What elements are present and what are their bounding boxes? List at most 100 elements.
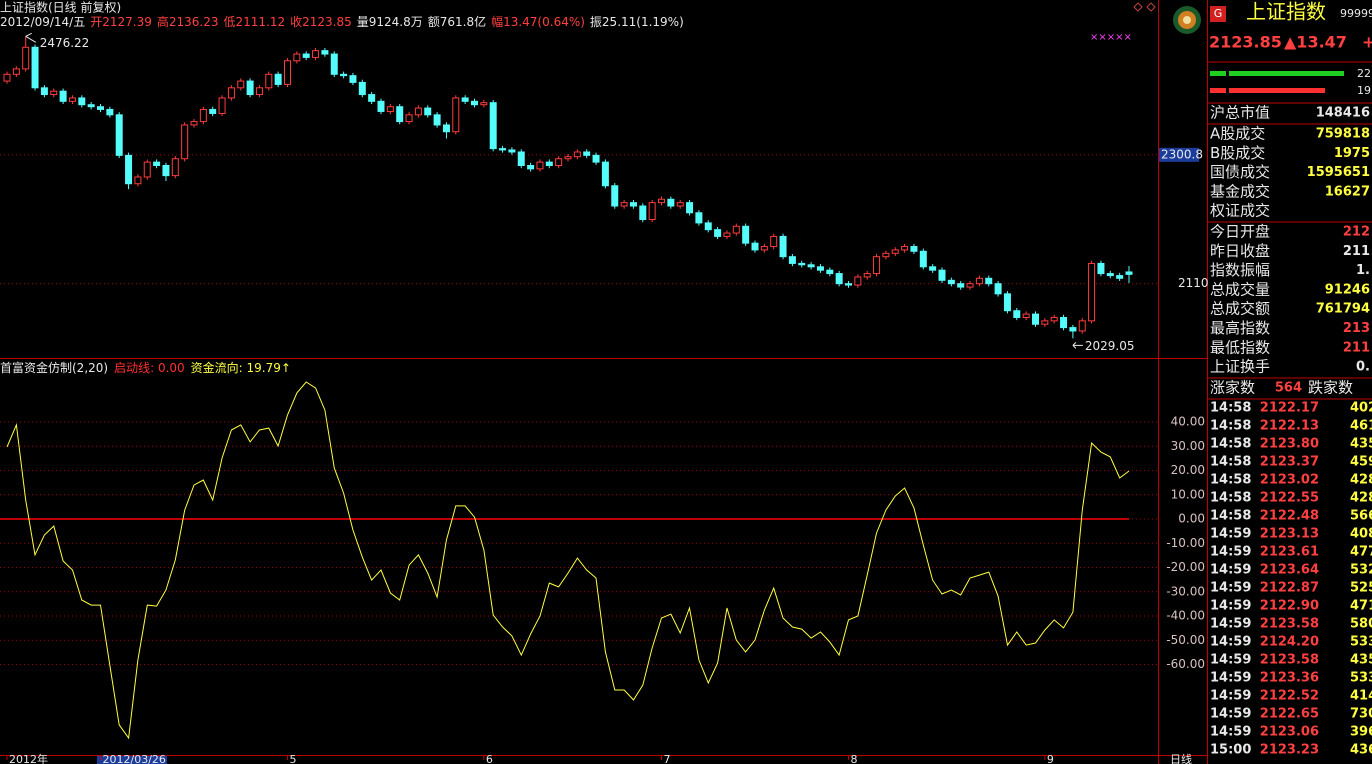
candle-body: [545, 161, 553, 166]
stat-label: 指数振幅: [1210, 261, 1270, 279]
stat-label: 基金成交: [1210, 182, 1270, 200]
y-tick-label: 2110: [1178, 276, 1209, 290]
candle-body: [499, 148, 507, 151]
change: ▲13.47: [1284, 33, 1347, 52]
candle-body: [209, 108, 217, 114]
trade-time: 14:58: [1210, 401, 1251, 416]
candle-body: [386, 106, 394, 112]
candle-body: [255, 87, 263, 96]
candle-body: [863, 273, 871, 278]
window-icons[interactable]: [1133, 2, 1156, 12]
candle-body: [405, 114, 413, 123]
stat-label: A股成交: [1210, 125, 1265, 143]
candle-body: [966, 283, 974, 288]
trade-volume: 414: [1350, 689, 1372, 704]
candle-body: [424, 107, 432, 116]
candle-body: [59, 90, 67, 102]
candle-body: [555, 158, 563, 166]
candle-body: [667, 198, 675, 207]
candle-body: [854, 276, 862, 286]
candle-body: [947, 279, 955, 285]
high-label: 2476.22: [40, 36, 90, 50]
candle-body: [1022, 313, 1030, 318]
candle-body: [873, 256, 881, 275]
candle-body: [938, 269, 946, 281]
candle-body: [3, 73, 11, 82]
trade-price: 2123.02: [1260, 473, 1319, 488]
volume-bar: [1229, 71, 1344, 76]
candle-body: [816, 266, 824, 271]
candle-body: [676, 202, 684, 207]
bar-label: 19: [1357, 84, 1371, 97]
x-tick-label: 2012年: [9, 752, 48, 764]
candle-body: [723, 232, 731, 237]
candle-body: [181, 124, 189, 160]
candle-body: [489, 102, 497, 150]
candle-body: [433, 114, 441, 126]
candle-body: [686, 202, 694, 214]
candle-body: [358, 81, 366, 96]
y-tick-label: -20.00: [1166, 560, 1205, 574]
candle-body: [564, 156, 572, 160]
candle-body: [1116, 275, 1124, 279]
quote-field: 振25.11(1.19%): [590, 15, 684, 29]
candle-body: [1088, 262, 1096, 322]
trade-volume: 533: [1350, 671, 1372, 686]
trade-time: 14:59: [1210, 671, 1251, 686]
candle-body: [115, 114, 123, 156]
stat-value: 148416: [1316, 106, 1370, 121]
stat-value: 91246: [1325, 282, 1370, 297]
candle-body: [274, 73, 282, 85]
candle-body: [227, 87, 235, 99]
candle-body: [22, 46, 30, 70]
index-code: 99999: [1340, 7, 1372, 20]
candle-body: [527, 164, 535, 170]
annotation-arrow: [1072, 342, 1083, 349]
candle-body: [340, 73, 348, 77]
candle-body: [807, 264, 815, 268]
trade-time: 14:58: [1210, 491, 1251, 506]
candle-body: [50, 90, 58, 96]
trade-price: 2122.90: [1260, 599, 1319, 614]
stat-value: 1975: [1334, 146, 1370, 161]
stat-value: 759818: [1316, 127, 1370, 142]
badge: G: [1214, 7, 1223, 20]
trade-price: 2122.17: [1260, 401, 1319, 416]
trade-time: 15:00: [1210, 743, 1251, 758]
candle-body: [265, 73, 273, 89]
candle-body: [620, 202, 628, 207]
y-tick-label: 0.00: [1178, 512, 1205, 526]
candle-body: [171, 158, 179, 177]
trade-time: 14:58: [1210, 419, 1251, 434]
candle-body: [751, 242, 759, 251]
trade-time: 14:58: [1210, 473, 1251, 488]
candle-body: [414, 107, 422, 116]
candle-body: [648, 202, 656, 221]
candle-body: [1125, 271, 1133, 275]
trade-volume: 408: [1350, 527, 1372, 542]
quote-field: 高2136.23: [157, 14, 219, 29]
trade-volume: 435: [1350, 437, 1372, 452]
chart-title: 上证指数(日线 前复权): [0, 0, 121, 15]
trade-price: 2122.48: [1260, 509, 1319, 524]
candle-body: [658, 198, 665, 204]
trade-time: 14:58: [1210, 437, 1251, 452]
top-marks: ×××××: [1090, 32, 1132, 43]
candle-body: [349, 75, 357, 83]
candle-body: [835, 273, 843, 285]
trade-price: 2122.52: [1260, 689, 1319, 704]
tick-highlight: [1159, 147, 1199, 162]
trade-volume: 428: [1350, 473, 1372, 488]
stat-label: 权证成交: [1210, 202, 1270, 220]
candle-body: [1097, 262, 1105, 275]
candle-body: [760, 246, 768, 251]
candle-body: [508, 149, 516, 153]
trade-time: 14:59: [1210, 725, 1251, 740]
stat-value: 0.: [1356, 360, 1370, 375]
candle-body: [68, 97, 76, 102]
candle-body: [704, 222, 712, 231]
trade-price: 2123.36: [1260, 671, 1319, 686]
candle-body: [1060, 316, 1068, 329]
trade-time: 14:58: [1210, 455, 1251, 470]
stat-label: 今日开盘: [1210, 223, 1270, 241]
